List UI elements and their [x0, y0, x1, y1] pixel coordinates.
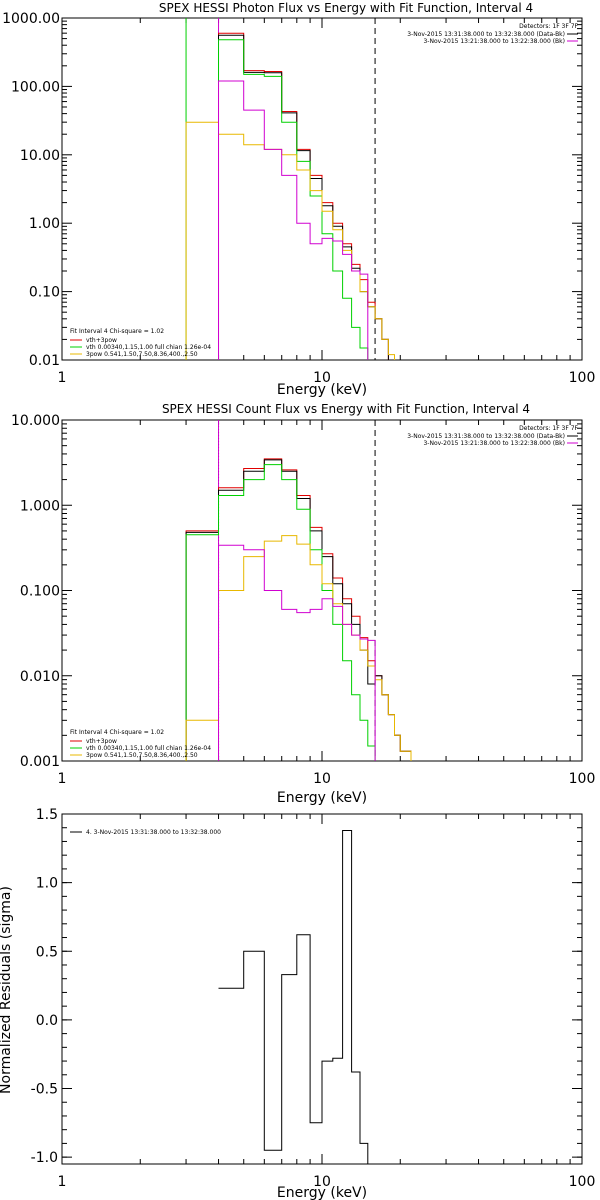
panel2-series — [185, 420, 412, 761]
panel2-fit-total: vth+3pow — [86, 738, 117, 745]
y-tick-label: 1.000 — [20, 498, 60, 514]
x-tick-label: 10 — [313, 771, 331, 787]
series-4-3-nov-2015-13-31-38-000-to-13-32-38-000 — [218, 830, 376, 1165]
panel3-xlabel: Energy (keV) — [277, 1185, 367, 1200]
y-tick-label: 10.000 — [11, 413, 60, 429]
panel1-series — [185, 18, 395, 360]
y-tick-label: 1.0 — [36, 876, 58, 892]
series-curve-1 — [185, 459, 412, 761]
panel2-fit-vth: vth 0.00340,1.15,1.00 full chian 1.26e-0… — [86, 745, 211, 752]
panel3-ticks: 1 10 100 -1.0 -0.5 0.0 0.5 1.0 1.5 — [31, 807, 596, 1190]
panel2-time-line-1: 3-Nov-2015 13:31:38.000 to 13:32:38.000 … — [407, 433, 565, 440]
panel1-fit-vth: vth 0.00340,1.15,1.00 full chian 1.26e-0… — [86, 344, 211, 351]
panel3-legend-text: 4. 3-Nov-2015 13:31:38.000 to 13:32:38.0… — [86, 829, 221, 836]
panel1-time-line-2: 3-Nov-2015 13:21:38.000 to 13:22:38.000 … — [423, 38, 565, 45]
x-tick-label: 100 — [569, 1174, 596, 1190]
y-tick-label: -0.5 — [31, 1082, 58, 1098]
y-tick-label: 10.00 — [20, 148, 60, 164]
series-curve-4 — [218, 80, 369, 360]
y-tick-label: 0.010 — [20, 669, 60, 685]
panel1-time-line-1: 3-Nov-2015 13:31:38.000 to 13:32:38.000 … — [407, 31, 565, 38]
y-tick-label: 0.001 — [20, 754, 60, 770]
panel3-ylabel: Normalized Residuals (sigma) — [0, 886, 14, 1094]
panel2-detectors-label: Detectors: 1F 3F 7F — [519, 425, 578, 432]
x-tick-label: 100 — [569, 771, 596, 787]
panel1-ticks: 1 10 100 0.01 0.10 1.00 10.00 100.00 1000.00 — [2, 11, 595, 386]
panel1-fit-total: vth+3pow — [86, 337, 117, 344]
series-vth — [185, 464, 376, 761]
panel1-detectors-label: Detectors: 1F 3F 7F — [519, 23, 578, 30]
y-tick-label: 0.5 — [36, 944, 58, 960]
series-vth — [218, 39, 369, 360]
series-curve-4 — [218, 544, 376, 761]
y-tick-label: 1.5 — [36, 807, 58, 823]
panel2-title: SPEX HESSI Count Flux vs Energy with Fit… — [162, 402, 530, 416]
x-tick-label: 10 — [313, 370, 331, 386]
x-tick-label: 1 — [58, 771, 67, 787]
y-tick-label: 0.100 — [20, 584, 60, 600]
y-tick-label: 0.10 — [29, 285, 60, 301]
panel2-xlabel: Energy (keV) — [277, 790, 367, 806]
y-tick-label: 1000.00 — [2, 11, 60, 27]
series-3pow — [185, 121, 395, 360]
x-tick-label: 1 — [58, 1174, 67, 1190]
count-flux-panel: SPEX HESSI Count Flux vs Energy with Fit… — [11, 402, 595, 806]
series-3pow — [185, 535, 412, 761]
panel2-fit-header: Fit Interval 4 Chi-square = 1.02 — [70, 729, 164, 736]
residuals-panel: 1 10 100 -1.0 -0.5 0.0 0.5 1.0 1.5 4. 3-Nov-2015… — [0, 807, 595, 1200]
series-vth-3pow — [185, 458, 412, 761]
panel1-fit-3pow: 3pow 0.541,1.50,7.50,8.36,400.,2.50 — [86, 351, 198, 358]
y-tick-label: -1.0 — [31, 1150, 58, 1166]
panel1-xlabel: Energy (keV) — [277, 382, 367, 398]
panel2-time-line-2: 3-Nov-2015 13:21:38.000 to 13:22:38.000 … — [423, 440, 565, 447]
x-tick-label: 10 — [313, 1174, 331, 1190]
x-tick-label: 100 — [569, 370, 596, 386]
y-tick-label: 1.00 — [29, 216, 60, 232]
y-tick-label: 100.00 — [11, 79, 60, 95]
x-tick-label: 1 — [58, 370, 67, 386]
panel2-ticks: 1 10 100 0.001 0.010 0.100 1.000 10.000 — [11, 413, 595, 787]
panel2-fit-3pow: 3pow 0.541,1.50,7.50,8.36,400.,2.50 — [86, 752, 198, 759]
panel3-series — [218, 830, 376, 1165]
photon-flux-panel: SPEX HESSI Photon Flux vs Energy with Fi… — [2, 1, 595, 398]
y-tick-label: 0.01 — [29, 353, 60, 369]
panel1-fit-header: Fit Interval 4 Chi-square = 1.02 — [70, 328, 164, 335]
y-tick-label: 0.0 — [36, 1013, 58, 1029]
panel1-title: SPEX HESSI Photon Flux vs Energy with Fi… — [159, 1, 533, 15]
